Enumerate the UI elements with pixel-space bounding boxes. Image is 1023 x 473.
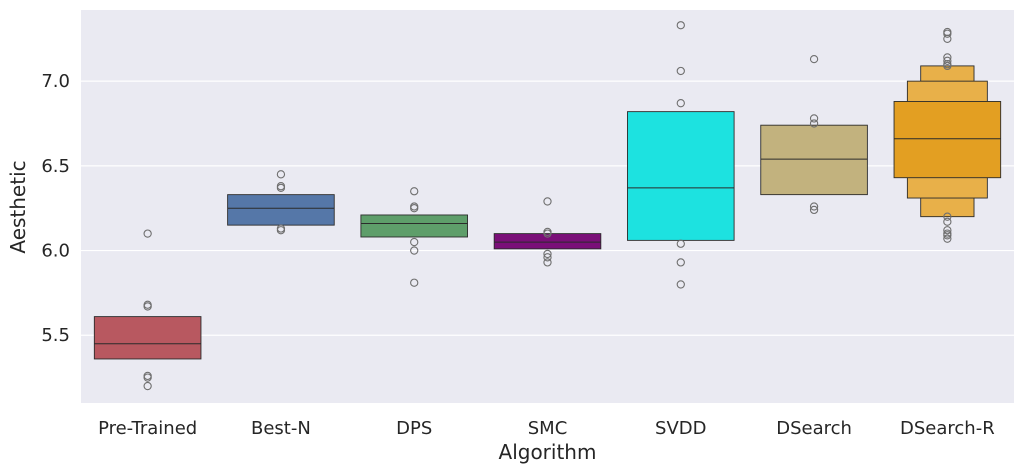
outlier-pre-trained-4 bbox=[143, 373, 152, 382]
outlier-dsearch-r-1 bbox=[943, 29, 952, 38]
outlier-smc-2 bbox=[543, 229, 552, 238]
outlier-dps-4 bbox=[410, 246, 419, 255]
outlier-dsearch-4 bbox=[809, 205, 819, 215]
outlier-svdd-5 bbox=[676, 280, 685, 289]
plot-background bbox=[81, 10, 1014, 403]
outlier-dsearch-r-12 bbox=[943, 234, 952, 243]
outlier-dsearch-r-7 bbox=[943, 212, 952, 221]
box-best-n-level-1 bbox=[227, 194, 335, 226]
grid-lines bbox=[81, 80, 1014, 336]
box-dps-level-1 bbox=[360, 214, 468, 238]
outlier-pre-trained-5 bbox=[143, 381, 152, 391]
x-tick-best-n: Best-N bbox=[251, 418, 311, 439]
outlier-dps-3 bbox=[410, 237, 419, 247]
outlier-dsearch-r-2 bbox=[943, 34, 952, 43]
outlier-dsearch-r-4 bbox=[943, 56, 952, 65]
outlier-dps-2 bbox=[410, 204, 419, 213]
outlier-svdd-4 bbox=[676, 258, 685, 267]
outlier-dsearch-r-9 bbox=[943, 226, 952, 235]
outlier-dsearch-2 bbox=[809, 119, 819, 128]
x-tick-svdd: SVDD bbox=[655, 418, 706, 439]
outlier-dsearch-0 bbox=[809, 54, 819, 64]
y-tick-6-5: 6.5 bbox=[41, 156, 70, 177]
outlier-dsearch-r-6 bbox=[943, 61, 952, 71]
outlier-dsearch-3 bbox=[809, 202, 819, 211]
series-best-n bbox=[227, 194, 335, 226]
outlier-svdd-2 bbox=[676, 99, 685, 108]
x-tick-labels: Pre-Trained Best-N DPS SMC SVDD DSearch DSearc… bbox=[98, 418, 995, 439]
outlier-dps-5 bbox=[410, 278, 419, 287]
outlier-svdd-0 bbox=[676, 21, 685, 30]
series-dsearch bbox=[760, 124, 868, 196]
series-pre-trained bbox=[93, 316, 202, 360]
series-smc bbox=[493, 233, 602, 250]
series-dsearch-r bbox=[893, 65, 1002, 218]
outlier-best-n-4 bbox=[276, 226, 286, 235]
outlier-dsearch-r-11 bbox=[943, 231, 952, 240]
outlier-smc-4 bbox=[543, 253, 552, 262]
series-dps bbox=[360, 214, 468, 238]
x-tick-dps: DPS bbox=[396, 418, 432, 439]
outlier-smc-5 bbox=[543, 258, 552, 267]
outlier-smc-0 bbox=[543, 197, 552, 206]
boxes bbox=[93, 65, 1002, 360]
y-tick-7-0: 7.0 bbox=[41, 71, 70, 92]
outlier-best-n-0 bbox=[276, 170, 286, 179]
x-tick-dsearch-r: DSearch-R bbox=[900, 418, 995, 439]
box-dsearch-r-level-1 bbox=[893, 101, 1002, 179]
outlier-dps-0 bbox=[410, 187, 419, 196]
x-tick-smc: SMC bbox=[528, 418, 568, 439]
outlier-smc-3 bbox=[543, 249, 552, 259]
series-svdd bbox=[627, 111, 735, 241]
x-tick-dsearch: DSearch bbox=[776, 418, 852, 439]
outlier-best-n-2 bbox=[276, 183, 286, 193]
box-svdd-level-1 bbox=[627, 111, 735, 241]
x-tick-pre-trained: Pre-Trained bbox=[98, 418, 197, 439]
outlier-dsearch-r-8 bbox=[943, 217, 952, 226]
x-axis-label: Algorithm bbox=[499, 440, 597, 464]
outlier-pre-trained-0 bbox=[143, 229, 152, 238]
y-tick-6-0: 6.0 bbox=[41, 241, 70, 262]
box-dsearch-level-1 bbox=[760, 124, 868, 196]
box-pre-trained-level-1 bbox=[93, 316, 202, 360]
outlier-svdd-3 bbox=[676, 239, 685, 248]
outlier-pre-trained-2 bbox=[143, 302, 152, 311]
y-axis-label: Aesthetic bbox=[6, 160, 30, 253]
outlier-dsearch-1 bbox=[809, 114, 819, 123]
y-tick-labels: 5.5 6.0 6.5 7.0 bbox=[41, 71, 70, 346]
box-smc-level-1 bbox=[493, 233, 602, 250]
y-tick-5-5: 5.5 bbox=[41, 325, 70, 346]
outliers bbox=[143, 21, 952, 391]
outlier-svdd-1 bbox=[676, 66, 685, 76]
